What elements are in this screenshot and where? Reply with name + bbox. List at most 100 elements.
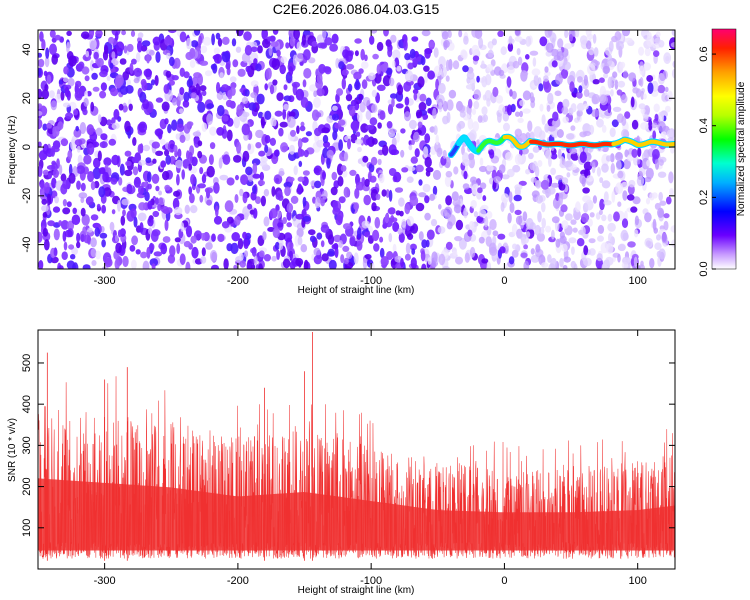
spectrogram-cell <box>331 113 340 121</box>
spectrogram-cell <box>623 158 631 170</box>
spectrogram-cell <box>510 103 516 113</box>
spectrogram-cell <box>624 149 629 158</box>
spectrogram-cell <box>291 81 301 88</box>
spectrogram-cell <box>191 246 199 259</box>
spectrogram-cell <box>398 232 405 243</box>
spectrogram-cell <box>286 210 292 221</box>
spectrogram-cell <box>40 179 45 189</box>
spectrogram-cell <box>615 151 623 162</box>
spectrogram-cell <box>463 207 468 219</box>
spectrogram-cell <box>96 203 101 209</box>
spectrogram-cell <box>392 221 400 232</box>
spectrogram-cell <box>415 164 424 173</box>
spectrogram-cell <box>418 179 423 186</box>
spectrogram-cell <box>667 90 673 102</box>
spectrogram-cell <box>476 75 480 83</box>
spectrogram-cell <box>615 39 620 51</box>
spectrogram-cell <box>199 60 209 66</box>
spectrogram-cell <box>473 89 482 101</box>
spectrogram-cell <box>202 36 212 46</box>
spectrogram-ylabel: Frequency (Hz) <box>7 116 18 185</box>
spectrogram-cell <box>95 30 103 37</box>
spectrogram-cell <box>39 31 44 42</box>
spectrogram-cell <box>284 186 291 197</box>
spectrogram-cell <box>64 86 70 97</box>
spectrogram-cell <box>404 111 411 122</box>
snr-ylabel: SNR (10 * v/v) <box>7 418 18 482</box>
spectrogram-cell <box>160 138 166 145</box>
spectrogram-cell <box>406 166 416 172</box>
spectrogram-cell <box>269 208 278 219</box>
spectrogram-cell <box>137 40 143 53</box>
spectrogram-cell <box>637 147 642 158</box>
spectrogram-cell <box>321 30 327 39</box>
spectrogram-cell <box>386 251 394 260</box>
spectrogram-cell <box>541 217 546 229</box>
spectrogram-cell <box>537 211 542 223</box>
spectrogram-cell <box>592 33 597 44</box>
colorbar-tick-label: 0.4 <box>698 118 710 133</box>
spectrogram-cell <box>436 94 445 106</box>
spectrogram-cell <box>589 161 596 167</box>
spectrogram-cell <box>256 93 265 105</box>
spectrogram-cell <box>563 256 571 263</box>
spectrogram-cell <box>361 61 369 69</box>
spectrogram-cell <box>561 243 568 252</box>
spectrogram-cell <box>62 207 71 215</box>
spectrogram-cell <box>251 264 256 269</box>
spectrogram-cell <box>507 42 514 52</box>
spectrogram-cell <box>493 176 501 184</box>
spectrogram-cell <box>479 157 484 166</box>
spectrogram-cell <box>503 122 510 132</box>
spectrogram-cell <box>438 82 446 94</box>
spectrogram-cell <box>598 209 603 215</box>
spectrogram-cell <box>160 205 169 213</box>
spectrogram-cell <box>142 99 150 110</box>
spectrogram-cell <box>233 155 242 163</box>
spectrogram-cell <box>506 76 512 88</box>
spectrogram-cell <box>576 102 585 112</box>
spectrogram-cell <box>63 66 69 75</box>
spectrogram-cell <box>99 232 108 239</box>
spectrogram-cell <box>458 30 463 38</box>
spectrogram-cell <box>258 150 266 157</box>
spectrogram-cell <box>155 185 160 192</box>
spectrogram-cell <box>248 102 257 111</box>
spectrogram-cell <box>528 152 534 160</box>
spectrogram-cell <box>41 39 46 51</box>
spectrogram-cell <box>241 97 249 104</box>
spectrogram-cell <box>607 76 613 89</box>
spectrogram-cell <box>587 63 596 75</box>
spectrogram-cell <box>379 173 385 184</box>
spectrogram-cell <box>568 237 577 244</box>
spectrogram-cell <box>50 100 57 111</box>
spectrogram-cell <box>138 121 148 133</box>
spectrogram-cell <box>148 243 155 251</box>
spectrogram-cell <box>508 191 513 204</box>
spectrogram-y-ticks: -40 -20 0 20 40 <box>21 43 675 253</box>
spectrogram-cell <box>283 232 293 243</box>
spectrogram-cell <box>98 167 106 175</box>
spectrogram-cell <box>444 175 452 188</box>
spectrogram-cell <box>593 47 599 57</box>
spectrogram-cell <box>188 186 193 195</box>
spectrogram-cell <box>566 172 571 178</box>
spectrogram-cell <box>545 149 552 160</box>
spectrogram-cell <box>502 263 509 269</box>
spectrogram-cell <box>405 242 411 255</box>
spectrogram-cell <box>254 196 262 205</box>
spectrogram-cell <box>121 30 126 36</box>
spectrogram-cell <box>345 63 355 70</box>
spectrogram-cell <box>287 116 296 128</box>
spectrogram-cell <box>297 236 303 246</box>
spectrogram-cell <box>591 93 600 105</box>
spectrogram-cell <box>621 30 631 37</box>
spectrogram-cell <box>43 239 50 251</box>
spectrogram-cell <box>389 128 397 134</box>
spectrogram-cell <box>451 191 459 202</box>
spectrogram-cell <box>181 169 185 180</box>
spectrogram-cell <box>371 103 378 113</box>
spectrogram-cell <box>147 200 153 210</box>
spectrogram-cell <box>150 230 159 242</box>
spectrogram-cell <box>609 127 616 138</box>
